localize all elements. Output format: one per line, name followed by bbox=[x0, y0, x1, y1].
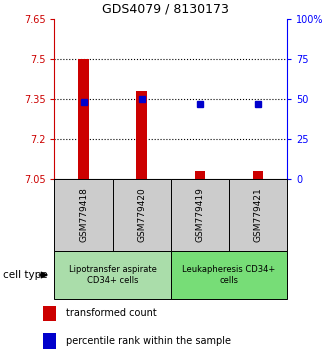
Text: Leukapheresis CD34+
cells: Leukapheresis CD34+ cells bbox=[182, 265, 276, 285]
Bar bbox=[137, 91, 147, 179]
Bar bbox=[43, 333, 56, 348]
Text: GDS4079 / 8130173: GDS4079 / 8130173 bbox=[102, 2, 228, 16]
FancyBboxPatch shape bbox=[171, 251, 287, 299]
Text: cell type: cell type bbox=[3, 270, 48, 280]
Text: GSM779421: GSM779421 bbox=[253, 188, 263, 242]
FancyBboxPatch shape bbox=[171, 179, 229, 251]
Text: percentile rank within the sample: percentile rank within the sample bbox=[66, 336, 231, 346]
Text: Lipotransfer aspirate
CD34+ cells: Lipotransfer aspirate CD34+ cells bbox=[69, 265, 156, 285]
Text: GSM779420: GSM779420 bbox=[137, 188, 146, 242]
Bar bbox=[253, 171, 263, 179]
Text: GSM779419: GSM779419 bbox=[195, 188, 204, 242]
Bar bbox=[78, 59, 89, 179]
Text: transformed count: transformed count bbox=[66, 308, 157, 318]
FancyBboxPatch shape bbox=[113, 179, 171, 251]
Bar bbox=[195, 171, 205, 179]
FancyBboxPatch shape bbox=[54, 179, 113, 251]
Bar bbox=[43, 306, 56, 321]
Text: GSM779418: GSM779418 bbox=[79, 188, 88, 242]
FancyBboxPatch shape bbox=[229, 179, 287, 251]
FancyBboxPatch shape bbox=[54, 251, 171, 299]
